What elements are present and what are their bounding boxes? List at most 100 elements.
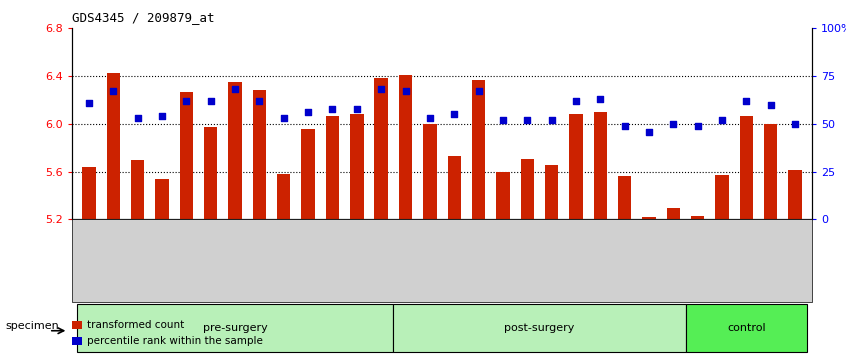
Bar — [472, 80, 486, 219]
Text: GSM842017: GSM842017 — [206, 223, 215, 274]
Text: GSM842034: GSM842034 — [620, 223, 629, 274]
Point — [691, 123, 705, 129]
Point — [496, 117, 509, 123]
Text: GSM842036: GSM842036 — [669, 223, 678, 274]
Text: percentile rank within the sample: percentile rank within the sample — [87, 336, 263, 346]
Point — [179, 98, 193, 104]
Bar — [423, 124, 437, 219]
Text: GSM842029: GSM842029 — [498, 223, 508, 274]
Text: GSM842039: GSM842039 — [742, 223, 751, 274]
Point — [326, 106, 339, 112]
Point — [788, 121, 802, 127]
Point — [398, 88, 412, 94]
Bar — [393, 304, 685, 352]
Point — [375, 87, 388, 92]
Point — [277, 115, 290, 121]
Text: GSM842014: GSM842014 — [133, 223, 142, 274]
Point — [545, 117, 558, 123]
Text: GSM842028: GSM842028 — [474, 223, 483, 274]
Point — [448, 112, 461, 117]
Text: GSM842016: GSM842016 — [182, 223, 191, 274]
Text: GSM842025: GSM842025 — [401, 223, 410, 274]
Point — [301, 110, 315, 115]
Point — [569, 98, 583, 104]
Bar — [545, 165, 558, 219]
Text: GSM842027: GSM842027 — [450, 223, 459, 274]
Text: GSM842041: GSM842041 — [791, 223, 799, 274]
Bar — [739, 115, 753, 219]
Point — [642, 129, 656, 135]
Bar — [179, 92, 193, 219]
Bar — [448, 156, 461, 219]
Bar — [131, 160, 145, 219]
Text: GSM842030: GSM842030 — [523, 223, 532, 274]
Text: GSM842013: GSM842013 — [109, 223, 118, 274]
Bar — [107, 73, 120, 219]
Bar — [204, 127, 217, 219]
Bar — [618, 177, 631, 219]
Bar — [716, 175, 728, 219]
Point — [253, 98, 266, 104]
Bar — [569, 114, 583, 219]
Point — [667, 121, 680, 127]
Text: GSM842020: GSM842020 — [279, 223, 288, 274]
Bar — [642, 217, 656, 219]
Point — [764, 102, 777, 108]
Text: transformed count: transformed count — [87, 320, 184, 330]
Point — [204, 98, 217, 104]
Bar — [156, 179, 168, 219]
Point — [739, 98, 753, 104]
Text: GSM842018: GSM842018 — [231, 223, 239, 274]
Text: pre-surgery: pre-surgery — [203, 323, 267, 333]
Point — [107, 88, 120, 94]
Text: GSM842012: GSM842012 — [85, 223, 93, 274]
Text: GSM842024: GSM842024 — [376, 223, 386, 274]
Text: control: control — [727, 323, 766, 333]
Bar — [375, 79, 387, 219]
Bar — [398, 75, 412, 219]
Point — [228, 87, 242, 92]
Bar — [326, 115, 339, 219]
Text: GSM842019: GSM842019 — [255, 223, 264, 274]
Point — [350, 106, 364, 112]
Text: specimen: specimen — [6, 321, 59, 331]
Point — [82, 100, 96, 106]
Text: GDS4345 / 209879_at: GDS4345 / 209879_at — [72, 11, 214, 24]
Text: post-surgery: post-surgery — [504, 323, 574, 333]
Bar — [82, 167, 96, 219]
Bar — [691, 216, 705, 219]
Text: GSM842021: GSM842021 — [304, 223, 313, 274]
Bar — [685, 304, 807, 352]
Text: GSM842022: GSM842022 — [328, 223, 337, 274]
Bar — [350, 114, 364, 219]
Bar — [520, 159, 534, 219]
Point — [594, 96, 607, 102]
Text: GSM842031: GSM842031 — [547, 223, 556, 274]
Bar — [497, 172, 509, 219]
Bar — [788, 171, 802, 219]
Point — [423, 115, 437, 121]
Bar — [667, 207, 680, 219]
Bar — [77, 304, 393, 352]
Point — [520, 117, 534, 123]
Text: GSM842023: GSM842023 — [352, 223, 361, 274]
Text: GSM842038: GSM842038 — [717, 223, 727, 274]
Point — [155, 113, 168, 119]
Bar — [277, 174, 290, 219]
Point — [716, 117, 729, 123]
Text: GSM842037: GSM842037 — [693, 223, 702, 274]
Bar — [594, 112, 607, 219]
Text: GSM842033: GSM842033 — [596, 223, 605, 274]
Point — [131, 115, 145, 121]
Text: GSM842026: GSM842026 — [426, 223, 434, 274]
Point — [472, 88, 486, 94]
Text: GSM842035: GSM842035 — [645, 223, 653, 274]
Point — [618, 123, 631, 129]
Bar — [764, 124, 777, 219]
Bar — [301, 129, 315, 219]
Bar — [253, 91, 266, 219]
Bar — [228, 82, 242, 219]
Text: GSM842015: GSM842015 — [157, 223, 167, 274]
Text: GSM842040: GSM842040 — [766, 223, 775, 274]
Text: GSM842032: GSM842032 — [571, 223, 580, 274]
